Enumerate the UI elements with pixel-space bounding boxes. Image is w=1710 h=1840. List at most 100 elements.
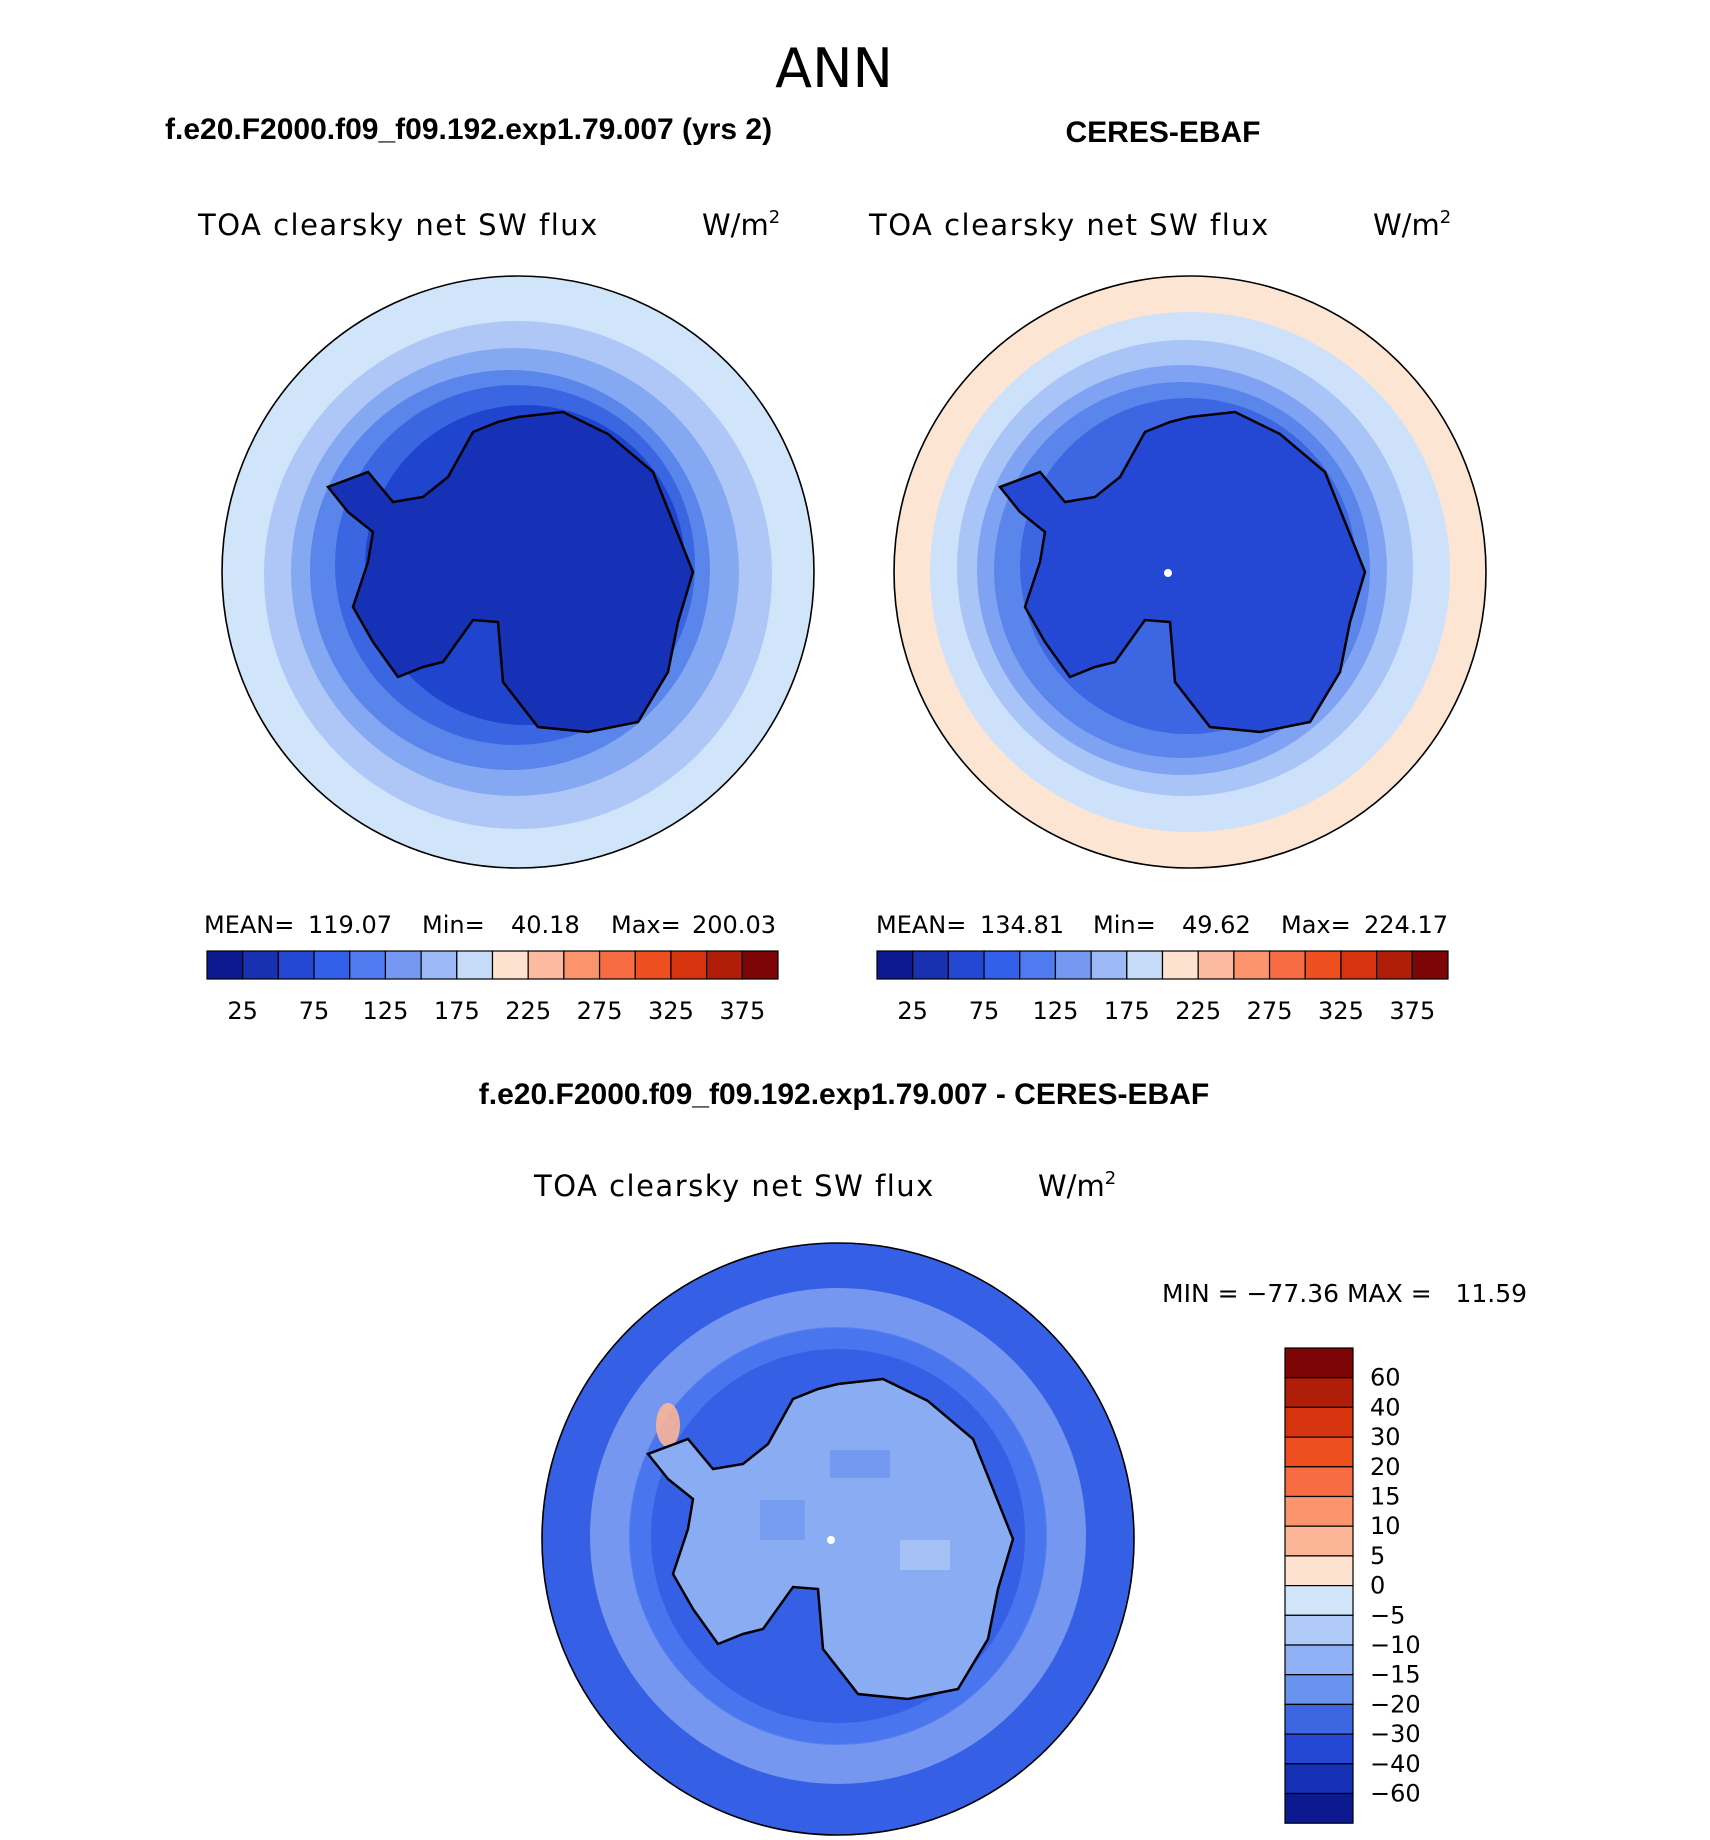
panel-model-max-label: Max= [611,911,681,939]
panel-diff: f.e20.F2000.f09_f09.192.exp1.79.007 - CE… [479,1078,1527,1836]
polar-map-model [222,276,814,868]
colorbar-obs-tick-label: 25 [897,997,928,1025]
colorbar-diff-label: 40 [1370,1393,1401,1421]
panel-obs-header: CERES-EBAF [1065,116,1260,149]
colorbar-diff-swatch [1284,1584,1354,1616]
colorbar-model-ticks: 25 75 125 175 225 275 325 375 [227,997,765,1025]
colorbar-obs-tick-label: 325 [1318,997,1364,1025]
panel-model-header: f.e20.F2000.f09_f09.192.exp1.79.007 (yrs… [165,113,772,146]
panel-obs-min-label: Min= [1093,911,1156,939]
colorbar-diff-swatch [1284,1525,1354,1557]
colorbar-diff-swatch [1284,1733,1354,1765]
panel-model-min: 40.18 [511,911,580,939]
colorbar-model [206,950,779,980]
colorbar-model-tick-label: 25 [227,997,258,1025]
colorbar-model-swatch [527,950,565,980]
panel-model-variable: TOA clearsky net SW flux [197,208,599,242]
colorbar-obs-swatch [912,950,949,980]
colorbar-diff-label: 60 [1370,1364,1401,1392]
polar-map-obs [894,276,1486,868]
colorbar-diff-swatch [1284,1377,1354,1408]
colorbar-obs-swatch [1304,950,1342,980]
colorbar-obs-swatch [1126,950,1164,980]
map-b-pole-dot [1164,569,1172,577]
panel-obs-max-label: Max= [1281,911,1351,939]
colorbar-obs-swatch [876,950,914,980]
panel-diff-units: W/m2 [1038,1168,1116,1203]
colorbar-diff-label: 10 [1370,1512,1401,1540]
colorbar-obs-swatch [1090,950,1128,980]
colorbar-diff-swatch [1284,1763,1354,1795]
colorbar-obs-swatch [1019,950,1057,980]
panel-obs-variable: TOA clearsky net SW flux [868,208,1270,242]
colorbar-diff [1284,1347,1354,1824]
panel-obs-max: 224.17 [1364,911,1448,939]
colorbar-diff-label: −30 [1370,1720,1421,1748]
colorbar-model-swatch [206,950,244,980]
panel-obs-mean-label: MEAN= [876,911,966,939]
colorbar-model-swatch [491,950,529,980]
panel-obs: CERES-EBAF TOA clearsky net SW flux W/m2… [868,116,1487,1025]
panel-model-mean-label: MEAN= [204,911,294,939]
colorbar-obs-swatch [1411,950,1449,980]
colorbar-model-swatch [670,950,708,980]
panel-obs-mean: 134.81 [980,911,1064,939]
colorbar-model-swatch [313,950,351,980]
colorbar-diff-swatch [1284,1495,1354,1527]
colorbar-model-tick-label: 375 [719,997,765,1025]
map-a-border [221,275,815,869]
colorbar-diff-swatch [1284,1347,1354,1379]
colorbar-obs-tick-label: 175 [1104,997,1150,1025]
colorbar-model-tick-label: 275 [577,997,623,1025]
colorbar-obs [876,950,1449,980]
colorbar-model-tick-label: 175 [434,997,480,1025]
colorbar-diff-label: 0 [1370,1572,1385,1600]
colorbar-diff-label: −15 [1370,1661,1421,1689]
colorbar-diff-swatch [1284,1555,1354,1587]
panel-model-max: 200.03 [692,911,776,939]
map-c-border [541,1242,1135,1836]
colorbar-model-swatch [349,950,387,980]
colorbar-model-swatch [384,950,422,980]
colorbar-model-tick-label: 325 [648,997,694,1025]
panel-diff-variable: TOA clearsky net SW flux [533,1169,935,1203]
panel-model-units-base: W/m [702,208,769,242]
colorbar-model-swatch [598,950,636,980]
colorbar-obs-swatch [947,950,985,980]
colorbar-diff-label: 5 [1370,1542,1385,1570]
colorbar-model-tick-label: 225 [505,997,551,1025]
map-c-ring-outer [590,1288,1086,1784]
colorbar-diff-label: −20 [1370,1690,1421,1718]
map-c-ring-inner [629,1327,1047,1745]
colorbar-diff-label: −40 [1370,1750,1421,1778]
panel-obs-min: 49.62 [1182,911,1251,939]
panel-diff-header: f.e20.F2000.f09_f09.192.exp1.79.007 - CE… [479,1078,1209,1111]
map-c-pole-dot [827,1536,835,1544]
colorbar-diff-swatch [1284,1406,1354,1438]
panel-diff-units-base: W/m [1038,1169,1105,1203]
colorbar-diff-swatch [1284,1466,1354,1498]
colorbar-model-swatch [420,950,458,980]
colorbar-diff-swatch [1284,1792,1354,1824]
colorbar-obs-tick-label: 275 [1247,997,1293,1025]
colorbar-model-tick-label: 125 [363,997,409,1025]
map-c-warm-spot [656,1403,680,1447]
colorbar-diff-swatch [1284,1674,1354,1705]
colorbar-diff-swatch [1284,1614,1354,1646]
panel-diff-minmax: MIN = −77.36 MAX = 11.59 [1162,1279,1527,1308]
colorbar-obs-swatch [1197,950,1235,980]
colorbar-obs-ticks: 25 75 125 175 225 275 325 375 [897,997,1435,1025]
colorbar-model-swatch [634,950,672,980]
panel-model-min-label: Min= [422,911,485,939]
panel-obs-units-base: W/m [1373,208,1440,242]
figure-title: ANN [775,37,893,100]
map-c-patch-2 [760,1500,805,1540]
panel-model-units-exp: 2 [769,207,780,228]
colorbar-diff-label: 15 [1370,1483,1401,1511]
colorbar-model-swatch [563,950,601,980]
colorbar-obs-swatch [1268,950,1306,980]
panel-obs-units: W/m2 [1373,207,1451,242]
colorbar-diff-swatch [1284,1703,1354,1735]
